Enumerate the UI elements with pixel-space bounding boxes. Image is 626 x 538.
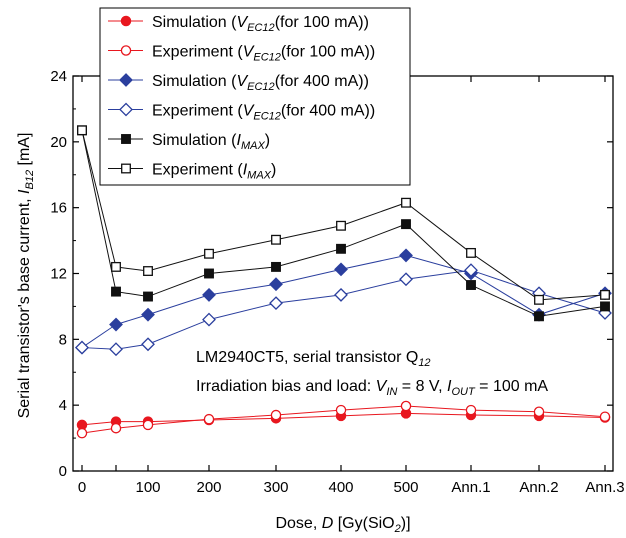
legend-entry: Experiment (VEC12(for 100 mA)) — [152, 44, 375, 64]
x-tick-label: Ann.1 — [451, 479, 490, 496]
data-point — [600, 301, 610, 312]
data-point — [110, 422, 122, 434]
data-point — [271, 234, 281, 245]
data-point — [75, 340, 89, 355]
data-point — [466, 280, 476, 290]
data-point — [399, 272, 413, 287]
x-tick-label: 100 — [135, 479, 160, 496]
legend-entry: Simulation (VEC12(for 400 mA)) — [152, 73, 369, 93]
series-line — [81, 130, 606, 317]
legend-entry: Experiment (IMAX) — [152, 162, 276, 182]
data-point — [204, 268, 214, 279]
series-2 — [76, 400, 611, 439]
data-point — [269, 277, 283, 292]
data-point — [534, 311, 544, 322]
y-tick-label: 20 — [50, 134, 67, 151]
x-tick-label: Ann.3 — [585, 479, 624, 496]
data-point — [400, 400, 412, 412]
data-point — [466, 247, 476, 258]
data-point — [335, 404, 347, 416]
y-tick-label: 16 — [50, 200, 67, 217]
x-tick-label: 400 — [328, 479, 353, 496]
data-point — [142, 419, 154, 431]
data-point — [336, 243, 346, 254]
y-tick-label: 4 — [59, 397, 67, 414]
x-tick-label: 500 — [393, 479, 418, 496]
data-point — [599, 411, 611, 422]
data-point — [334, 262, 348, 277]
y-tick-label: 0 — [59, 463, 67, 480]
data-point — [202, 312, 216, 327]
legend-marker — [119, 73, 133, 87]
series-line — [81, 130, 606, 301]
legend-entry: Simulation (VEC12(for 100 mA)) — [152, 14, 369, 34]
data-point — [336, 220, 346, 231]
annotations: LM2940CT5, serial transistor Q12 Irradiat… — [196, 349, 548, 398]
data-point — [399, 248, 413, 263]
y-tick-label: 24 — [50, 68, 67, 85]
data-point — [109, 342, 123, 357]
data-point — [334, 287, 348, 302]
x-axis-title: Dose, D [Gy(SiO2)] — [275, 515, 410, 535]
data-point — [534, 294, 544, 305]
x-tick-label: 0 — [78, 479, 86, 496]
data-point — [600, 289, 610, 300]
y-tick-label: 12 — [50, 266, 67, 283]
data-point — [464, 263, 478, 278]
data-point — [141, 307, 155, 322]
legend-marker — [121, 163, 131, 174]
series-line — [81, 412, 606, 426]
data-point — [143, 291, 153, 302]
y-axis-title: Serial transistor's base current, IB12 [… — [16, 133, 36, 419]
data-point — [76, 427, 88, 439]
data-point — [77, 125, 87, 136]
x-tick-label: Ann.2 — [519, 479, 558, 496]
data-point — [271, 261, 281, 272]
series-3 — [75, 248, 612, 355]
series-line — [81, 254, 606, 348]
legend-marker — [120, 15, 132, 27]
data-point — [111, 286, 121, 297]
series-line — [81, 405, 606, 434]
data-point — [401, 197, 411, 208]
data-point — [204, 248, 214, 259]
x-tick-label: 300 — [263, 479, 288, 496]
legend-marker — [120, 45, 132, 56]
data-point — [203, 413, 215, 425]
annotation-line: Irradiation bias and load: VIN = 8 V, IO… — [196, 378, 548, 398]
legend-entry: Experiment (VEC12(for 400 mA)) — [152, 103, 375, 123]
data-point — [141, 337, 155, 352]
data-point — [533, 406, 545, 417]
data-point — [401, 219, 411, 230]
data-point — [202, 287, 216, 302]
data-point — [143, 266, 153, 276]
legend: Simulation (VEC12(for 100 mA)) Experiment… — [99, 7, 411, 186]
data-point — [109, 317, 123, 332]
data-point — [465, 404, 477, 416]
axes: 0 4 8 12 16 20 24 0 100 200 300 400 500 Ann.1 Ann.2 Ann… — [16, 68, 625, 535]
y-tick-label: 8 — [59, 331, 67, 348]
annotation-line: LM2940CT5, serial transistor Q12 — [196, 349, 431, 369]
legend-entry: Simulation (IMAX) — [152, 132, 270, 152]
legend-box — [99, 7, 411, 186]
data-point — [269, 296, 283, 311]
data-point — [270, 409, 282, 421]
x-tick-label: 200 — [196, 479, 221, 496]
series-line — [81, 269, 606, 350]
data-point — [111, 261, 121, 272]
legend-marker — [121, 134, 131, 144]
series-layer — [75, 125, 612, 439]
series-6 — [77, 125, 610, 305]
legend-marker — [119, 102, 133, 117]
